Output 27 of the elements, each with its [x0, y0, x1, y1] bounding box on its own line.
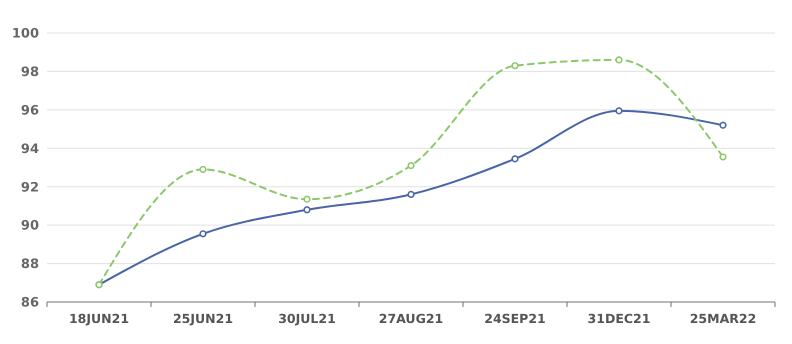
y-tick-label: 96 [20, 103, 39, 118]
point [615, 107, 623, 114]
point [615, 56, 623, 64]
x-tick-label: 25MAR22 [690, 311, 756, 326]
point [199, 230, 207, 238]
x-tick-label: 30JUL21 [278, 311, 336, 326]
y-tick-label: 88 [20, 257, 39, 272]
x-tick-label: 27AUG21 [378, 311, 444, 326]
point [303, 196, 311, 203]
point [511, 62, 519, 70]
y-tick-label: 98 [20, 64, 39, 80]
y-tick-label: 90 [20, 218, 39, 234]
x-tick-label: 18JUN21 [68, 311, 130, 326]
y-tick-label: 92 [20, 180, 39, 196]
point [199, 166, 207, 174]
y-tick-label: 86 [20, 296, 39, 311]
x-tick-label: 31DEC21 [588, 311, 650, 326]
y-tick-label: 94 [20, 142, 39, 157]
point [303, 206, 311, 214]
x-tick-label: 25JUN21 [172, 311, 234, 326]
point [407, 162, 415, 170]
y-tick-label: 100 [12, 26, 39, 42]
point [719, 122, 727, 129]
point [511, 155, 519, 162]
point [719, 153, 727, 161]
x-tick-label: 24SEP21 [484, 311, 546, 326]
point [407, 190, 415, 198]
